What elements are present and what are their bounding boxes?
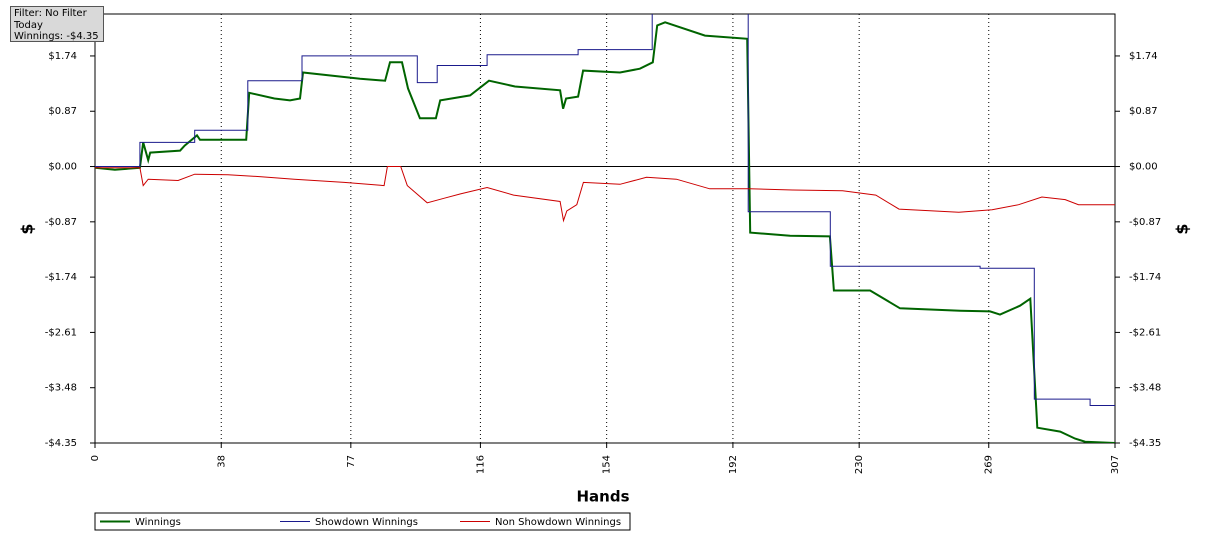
y-tick-label: $0.87 bbox=[48, 106, 77, 117]
y-tick-label: -$4.35 bbox=[45, 438, 77, 449]
legend-label: Winnings bbox=[135, 517, 181, 528]
y-tick-label: -$3.48 bbox=[45, 383, 77, 394]
y2-tick-label: $0.87 bbox=[1129, 106, 1158, 117]
y-axis-title: $ bbox=[18, 223, 37, 234]
x-tick-label: 77 bbox=[346, 455, 357, 468]
filter-line: Today bbox=[14, 19, 43, 31]
series-line bbox=[95, 21, 1115, 443]
y2-tick-label: -$3.48 bbox=[1129, 383, 1161, 394]
filter-line: Winnings: -$4.35 bbox=[14, 31, 99, 42]
x-tick-label: 230 bbox=[854, 455, 865, 474]
y2-tick-label: -$1.74 bbox=[1129, 272, 1161, 283]
x-tick-label: 269 bbox=[984, 455, 995, 474]
y-tick-label: $1.74 bbox=[48, 51, 77, 62]
series-line bbox=[95, 14, 1115, 406]
y-tick-label: -$2.61 bbox=[45, 327, 77, 338]
x-tick-label: 154 bbox=[602, 455, 613, 474]
y2-tick-label: -$2.61 bbox=[1129, 327, 1161, 338]
series-line bbox=[95, 166, 1115, 223]
legend bbox=[94, 512, 631, 531]
legend-label: Non Showdown Winnings bbox=[495, 517, 621, 528]
y2-tick-label: -$4.35 bbox=[1129, 438, 1161, 449]
y-tick-label: -$0.87 bbox=[45, 217, 77, 228]
x-tick-label: 0 bbox=[90, 455, 101, 461]
x-axis-title: Hands bbox=[576, 488, 629, 506]
y2-tick-label: -$0.87 bbox=[1129, 217, 1161, 228]
plot-area bbox=[94, 13, 1116, 444]
y2-axis-title: $ bbox=[1173, 223, 1192, 234]
y-tick-label: -$1.74 bbox=[45, 272, 77, 283]
x-tick-label: 192 bbox=[728, 455, 739, 474]
filter-line: Filter: No Filter bbox=[14, 8, 87, 19]
y2-tick-label: $0.00 bbox=[1129, 162, 1158, 173]
x-tick-label: 307 bbox=[1110, 455, 1121, 474]
y-tick-label: $0.00 bbox=[48, 162, 77, 173]
filter-box: Filter: No Filter Today Winnings: -$4.35 bbox=[10, 6, 104, 42]
series-group bbox=[95, 14, 1115, 443]
x-tick-label: 38 bbox=[216, 455, 227, 468]
y2-tick-label: $1.74 bbox=[1129, 51, 1158, 62]
legend-label: Showdown Winnings bbox=[315, 517, 418, 528]
x-tick-label: 116 bbox=[475, 455, 486, 474]
